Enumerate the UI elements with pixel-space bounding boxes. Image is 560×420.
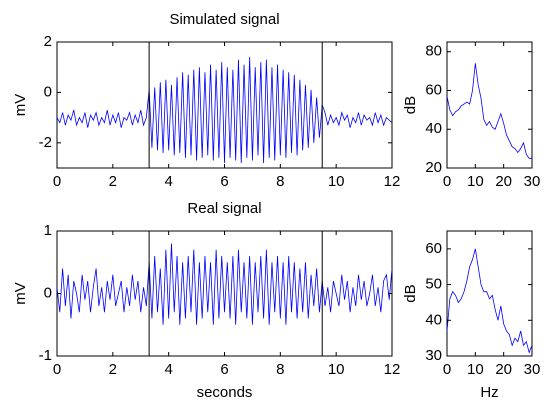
plot-area xyxy=(57,243,392,325)
y-tick-label: 40 xyxy=(425,311,442,328)
y-tick-label: 0 xyxy=(44,83,52,100)
x-tick-label: 2 xyxy=(109,173,117,190)
y-tick-label: 40 xyxy=(425,120,442,137)
y-tick-label: 80 xyxy=(425,43,442,60)
x-tick-label: 2 xyxy=(109,361,117,378)
x-tick-label: 6 xyxy=(220,173,228,190)
x-tick-label: 0 xyxy=(53,361,61,378)
x-tick-label: 4 xyxy=(164,173,172,190)
x-tick-label: 0 xyxy=(53,173,61,190)
y-tick-label: 60 xyxy=(425,240,442,257)
x-tick-label: 30 xyxy=(524,173,541,190)
y-tick-label: 60 xyxy=(425,81,442,98)
y-axis-label: dB xyxy=(402,284,419,302)
axes-box xyxy=(56,41,393,169)
y-tick-label: 0 xyxy=(44,284,52,301)
x-axis-label: seconds xyxy=(197,384,253,401)
x-tick-label: 10 xyxy=(328,361,345,378)
x-tick-label: 8 xyxy=(276,361,284,378)
subplot: 0 2 4 6 8 10 12 -2 0 2 Simulated signal mV xyxy=(12,11,400,190)
x-tick-label: 8 xyxy=(276,173,284,190)
x-tick-label: 0 xyxy=(443,173,451,190)
axes-box xyxy=(56,230,393,357)
axes-box xyxy=(446,41,533,169)
axes-box xyxy=(446,230,533,357)
plot-area xyxy=(447,248,532,354)
y-tick-label: 2 xyxy=(44,33,52,50)
signal-line xyxy=(447,248,532,354)
x-tick-label: 10 xyxy=(467,173,484,190)
subplot: 0 10 20 30 20 40 60 80 dB xyxy=(402,41,541,190)
signal-line xyxy=(57,57,392,163)
y-tick-label: 50 xyxy=(425,276,442,293)
x-tick-label: 0 xyxy=(443,361,451,378)
signal-line xyxy=(57,243,392,325)
signal-line xyxy=(447,63,532,159)
y-tick-label: -1 xyxy=(39,347,52,364)
x-axis-label: Hz xyxy=(480,384,498,401)
subplot-title: Simulated signal xyxy=(169,11,279,28)
y-tick-label: 30 xyxy=(425,347,442,364)
x-tick-label: 12 xyxy=(384,173,401,190)
y-tick-label: -2 xyxy=(39,134,52,151)
x-tick-label: 30 xyxy=(524,361,541,378)
y-axis-label: mV xyxy=(12,94,29,117)
x-tick-label: 10 xyxy=(467,361,484,378)
x-tick-label: 12 xyxy=(384,361,401,378)
x-tick-label: 20 xyxy=(495,361,512,378)
subplot-title: Real signal xyxy=(187,200,261,217)
plot-area xyxy=(447,63,532,159)
x-tick-label: 4 xyxy=(164,361,172,378)
plot-area xyxy=(57,57,392,163)
x-tick-label: 6 xyxy=(220,361,228,378)
y-axis-label: dB xyxy=(402,96,419,114)
y-axis-label: mV xyxy=(12,282,29,305)
y-tick-label: 1 xyxy=(44,222,52,239)
y-tick-label: 20 xyxy=(425,159,442,176)
subplot: 0 10 20 30 30 40 50 60 Hz dB xyxy=(402,230,541,401)
x-tick-label: 20 xyxy=(495,173,512,190)
x-tick-label: 10 xyxy=(328,173,345,190)
